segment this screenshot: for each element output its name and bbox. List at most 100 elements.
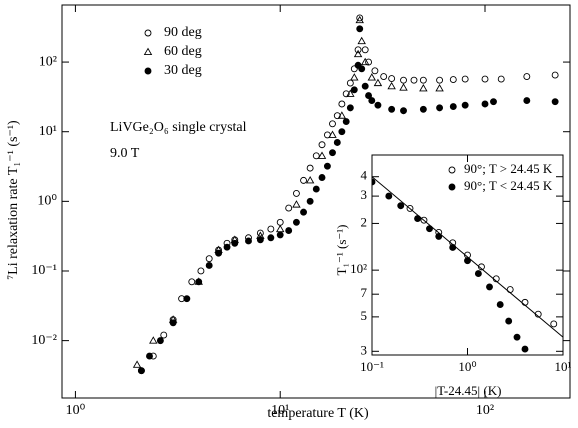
data-point [256, 236, 264, 244]
data-point [156, 337, 164, 345]
data-point [317, 151, 327, 159]
legend-label: 30 deg [164, 63, 202, 78]
x-tick-label: 10¹ [271, 403, 289, 418]
data-point [397, 202, 405, 210]
data-point [400, 107, 407, 115]
data-point [267, 225, 275, 233]
data-point [350, 73, 359, 81]
data-point [231, 239, 239, 247]
data-point [435, 83, 444, 92]
data-point [318, 141, 326, 149]
data-point [435, 232, 443, 240]
data-point [478, 263, 485, 271]
data-point [132, 360, 142, 368]
data-point [312, 152, 320, 160]
x-axis-label: temperature T (K) [267, 406, 369, 421]
data-point [449, 244, 457, 251]
data-point [436, 76, 444, 84]
y-tick-label: 3 [361, 342, 368, 357]
data-point [354, 46, 362, 54]
plot-area [372, 176, 563, 353]
y-tick-label: 10¹ [39, 124, 57, 139]
x-tick-label: 10⁰ [66, 403, 86, 418]
legend-marker [144, 67, 152, 75]
data-point [419, 76, 427, 84]
data-point [149, 336, 158, 344]
data-point [523, 73, 531, 80]
data-point [292, 189, 300, 197]
data-point [419, 105, 427, 113]
x-axis-label: |T-24.45| (K) [435, 383, 502, 398]
data-point [357, 36, 366, 45]
data-point [276, 231, 284, 239]
data-point [505, 317, 513, 325]
data-point [373, 78, 383, 87]
y-tick-label: 10⁻¹ [31, 263, 57, 278]
data-point [506, 286, 514, 293]
data-point [337, 111, 347, 119]
data-point [534, 310, 542, 318]
data-point [385, 192, 393, 200]
data-point [329, 149, 336, 157]
data-point [267, 234, 275, 242]
data-point [406, 204, 414, 212]
data-point [388, 75, 396, 82]
data-point [387, 81, 396, 90]
data-point [169, 319, 177, 327]
data-point [346, 104, 354, 112]
data-point [360, 57, 370, 66]
data-point [461, 75, 469, 83]
data-point [492, 275, 500, 283]
data-point [350, 65, 358, 73]
data-point [513, 333, 521, 341]
y-tick-label: 5 [361, 308, 368, 323]
data-point [380, 73, 388, 80]
data-point [312, 185, 320, 193]
x-tick-label: 10² [476, 403, 494, 418]
data-point [256, 229, 264, 237]
data-point [346, 89, 355, 97]
data-point [551, 98, 559, 106]
legend-label: 90°; T > 24.45 K [464, 161, 553, 176]
plot-area [132, 14, 559, 375]
annotation: 9.0 T [110, 146, 140, 161]
data-point [419, 83, 428, 92]
data-point [329, 120, 336, 128]
y-tick-label: 10² [39, 54, 57, 69]
data-point [367, 73, 377, 81]
data-point [374, 101, 382, 109]
data-point [323, 162, 331, 170]
data-point [318, 174, 326, 181]
data-point [436, 104, 444, 112]
data-point [464, 257, 471, 265]
data-point [223, 243, 231, 251]
data-point [358, 65, 366, 73]
data-point [410, 76, 418, 84]
data-point [306, 164, 314, 172]
legend-marker [448, 166, 456, 174]
data-point [550, 320, 558, 328]
data-point [388, 105, 396, 113]
data-point [300, 176, 307, 184]
y-tick-label: 10⁰ [37, 194, 57, 209]
data-point [333, 139, 341, 146]
data-point [400, 76, 407, 84]
data-point [338, 100, 346, 108]
data-point [496, 301, 504, 309]
data-point [292, 200, 301, 208]
data-point [205, 262, 213, 269]
y-axis-label: ⁷Li relaxation rate T₁⁻¹ (s⁻¹) [6, 120, 21, 280]
data-point [521, 298, 529, 306]
data-point [245, 237, 252, 245]
data-point [371, 67, 379, 75]
y-tick-label: 2 [361, 214, 368, 229]
data-point [356, 14, 364, 22]
data-point [426, 225, 433, 233]
data-point [497, 75, 505, 83]
data-point [328, 130, 337, 138]
data-point [361, 46, 369, 54]
data-point [353, 49, 363, 58]
data-point [215, 249, 223, 257]
y-tick-label: 7 [361, 285, 368, 300]
